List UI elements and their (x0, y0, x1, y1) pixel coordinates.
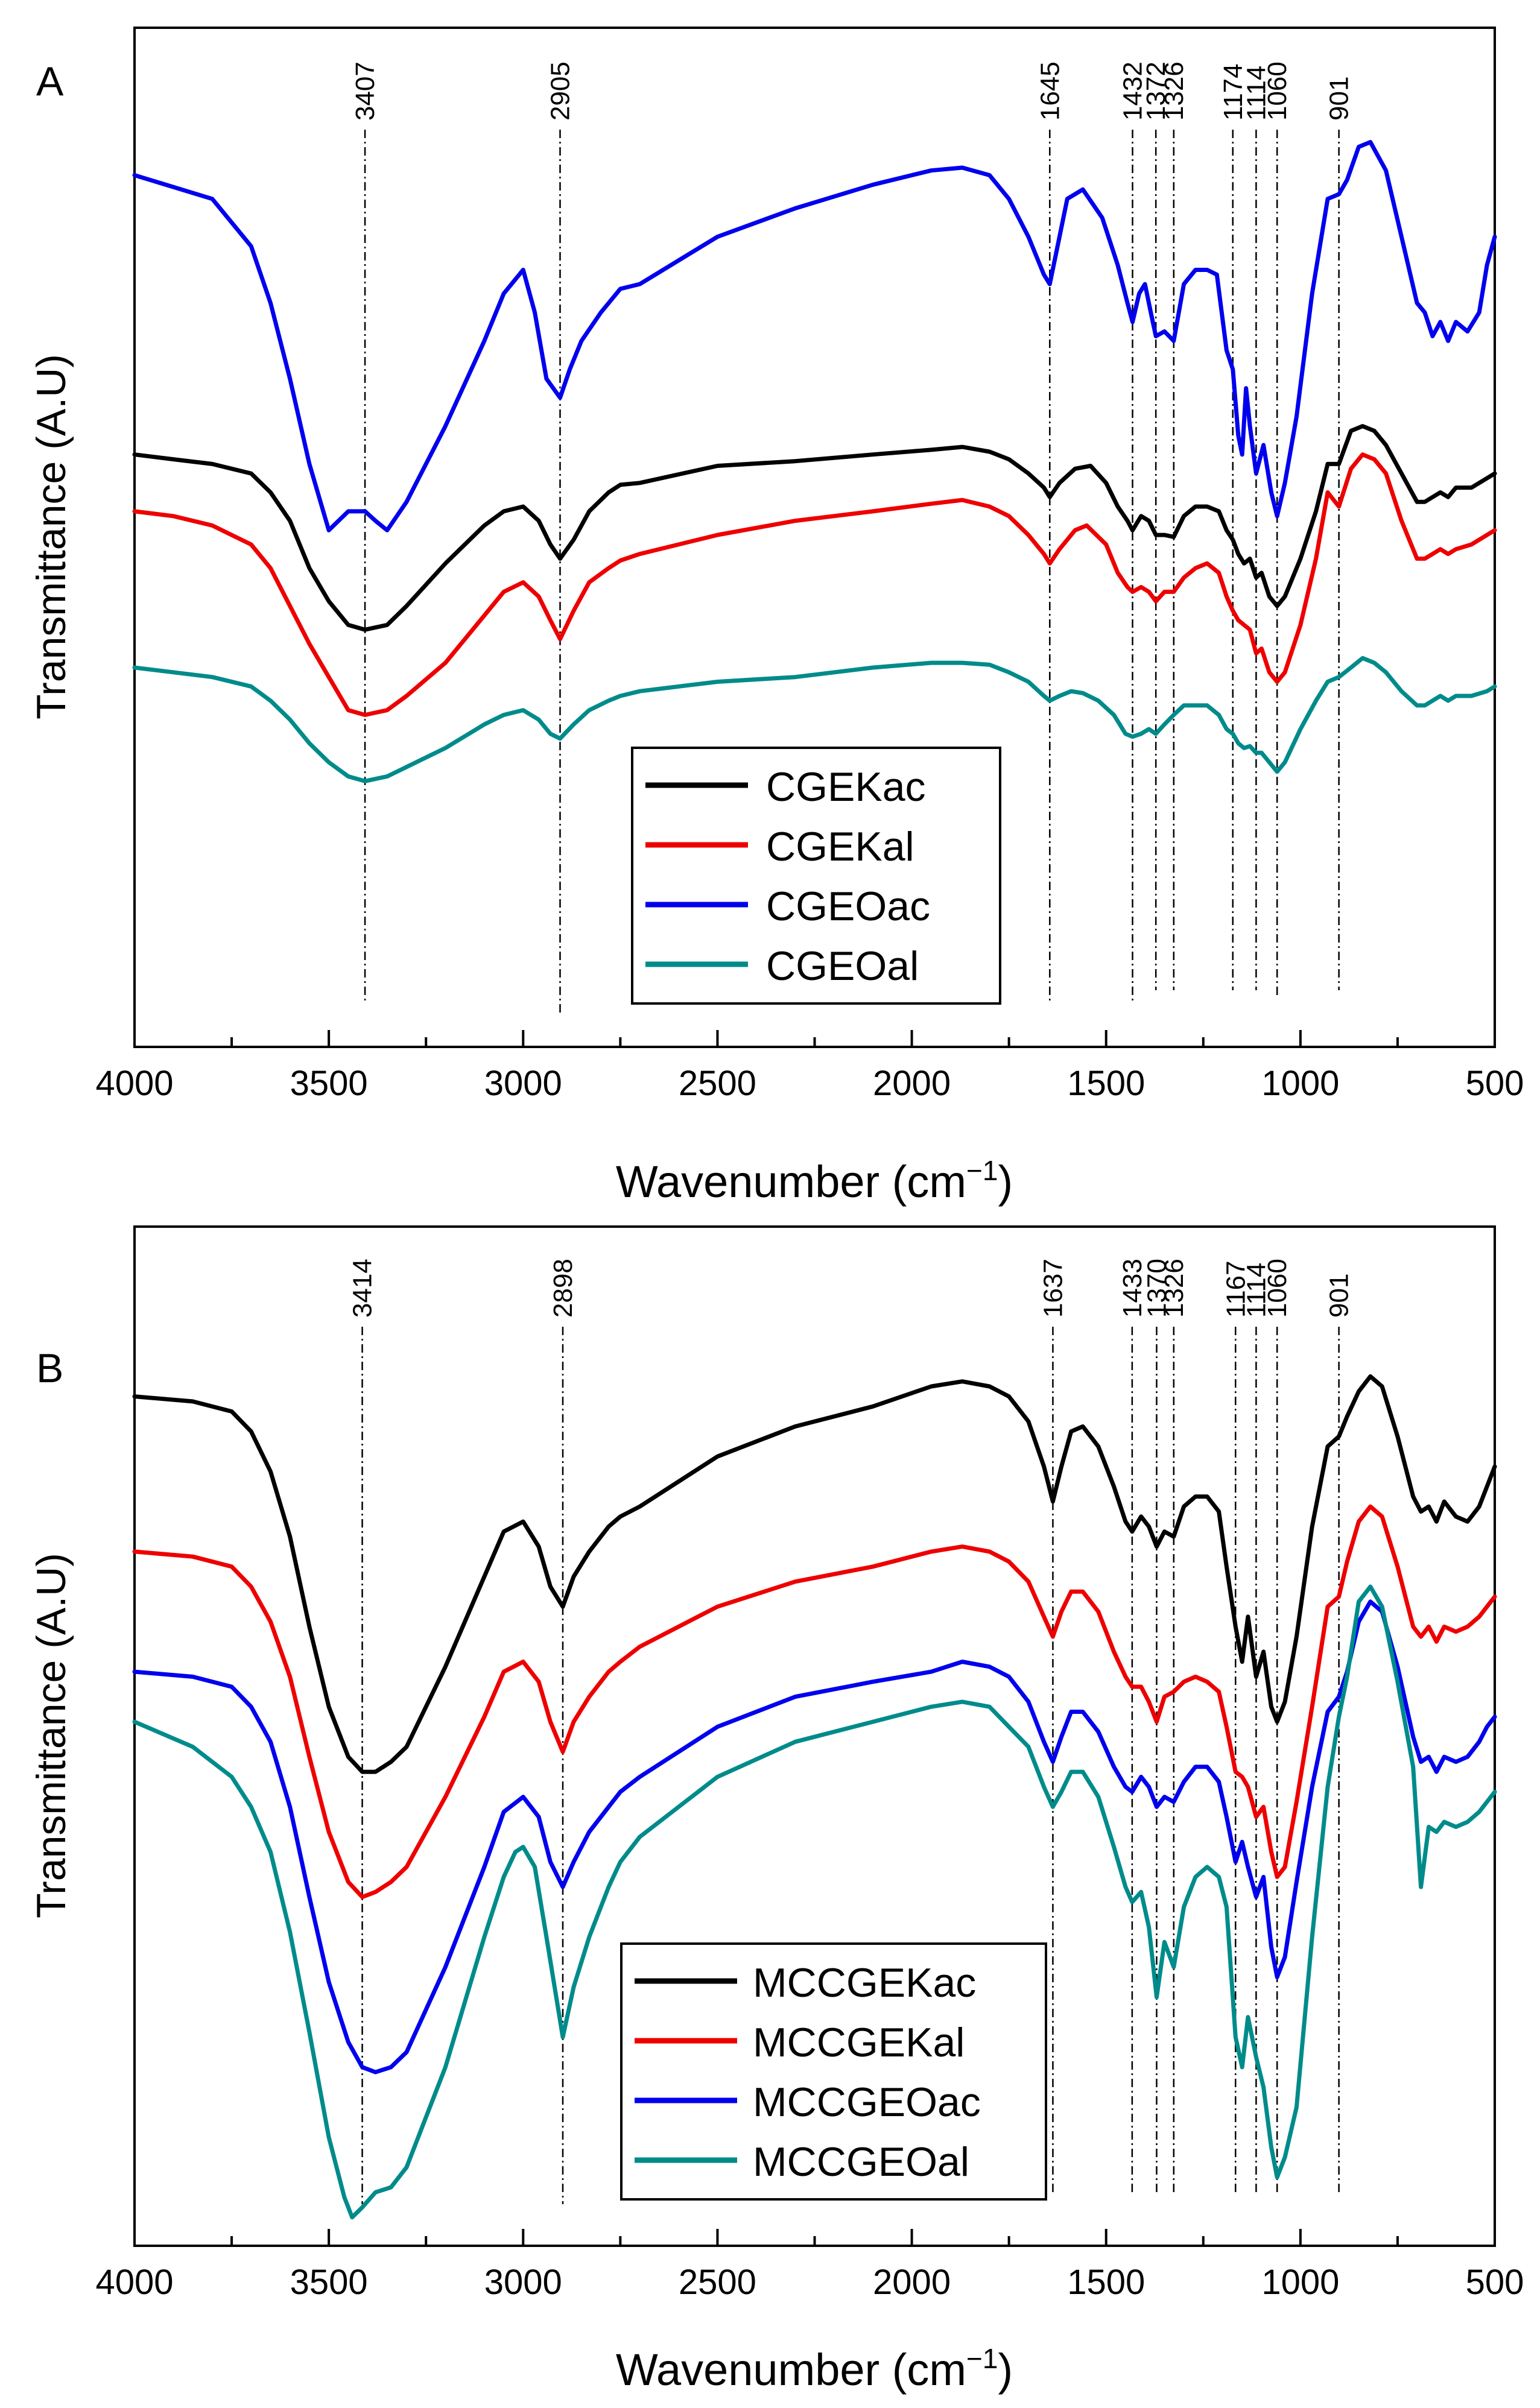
x-tick-label: 3500 (290, 2263, 368, 2302)
legend-item: CGEKac (645, 764, 926, 810)
legend-label: MCCGEOac (753, 2079, 981, 2125)
x-tick-label: 3500 (290, 1064, 368, 1103)
legend-label: CGEOac (766, 883, 930, 929)
series-line-MCCGEOac (132, 1599, 1497, 2075)
x-axis: 4000 3500 3000 2500 2000 1500 1000 500 (95, 1030, 1524, 1103)
peak-label: 1060 (1263, 62, 1292, 121)
legend-label: CGEKal (766, 824, 914, 870)
series-line-CGEKac (132, 424, 1497, 632)
x-tick-label: 500 (1466, 1064, 1524, 1103)
peak-label: 1372 (1141, 62, 1171, 121)
x-tick-label: 2500 (679, 2263, 756, 2302)
legend-item: MCCGEOal (635, 2139, 969, 2185)
legend-label: MCCGEKal (753, 2020, 965, 2065)
legend: MCCGEKac MCCGEKal MCCGEOac MCCGEOal (620, 1942, 1047, 2201)
peak-label: 1326 (1159, 62, 1189, 121)
y-axis-label: Transmittance (A.U) (28, 354, 74, 719)
peak-label: 1370 (1142, 1259, 1171, 1318)
legend-item: MCCGEKac (635, 1960, 976, 2006)
peak-label: 1174 (1218, 63, 1248, 121)
x-axis: 4000 3500 3000 2500 2000 1500 1000 500 (95, 2229, 1524, 2302)
legend-item: CGEOac (645, 883, 930, 929)
x-axis-label: Wavenumber (cm−1) (616, 1155, 1013, 1207)
x-tick-label: 3000 (484, 1064, 562, 1103)
series-line-MCCGEOal (132, 1584, 1497, 2220)
peak-label: 3414 (348, 1259, 378, 1318)
x-tick-label: 1500 (1067, 1064, 1145, 1103)
x-axis-label: Wavenumber (cm−1) (616, 2343, 1013, 2395)
legend-label: CGEKac (766, 764, 926, 810)
legend-item: MCCGEKal (635, 2020, 965, 2065)
series-line-CGEOal (132, 656, 1497, 783)
legend-item: MCCGEOac (635, 2079, 981, 2125)
legend-box (631, 747, 1001, 1005)
x-tick-label: 2500 (679, 1064, 756, 1103)
spectra (132, 140, 1497, 783)
x-tick-label: 1000 (1261, 1064, 1339, 1103)
x-tick-label: 3000 (484, 2263, 562, 2302)
peak-label: 1433 (1118, 1259, 1147, 1318)
legend: CGEKac CGEKal CGEOac CGEOal (631, 747, 1001, 1005)
legend-label: MCCGEKac (753, 1960, 976, 2006)
x-tick-label: 2000 (873, 1064, 951, 1103)
peak-label: 1167 (1221, 1260, 1250, 1318)
spectra (132, 1374, 1497, 2220)
legend-item: CGEOal (645, 943, 919, 989)
y-axis-label: Transmittance (A.U) (28, 1553, 74, 1918)
peak-label: 1637 (1038, 1259, 1068, 1318)
panel-label: B (36, 1345, 63, 1391)
peak-label: 1060 (1263, 1259, 1292, 1318)
x-tick-label: 1000 (1261, 2263, 1339, 2302)
series-line-CGEOac (132, 140, 1497, 532)
peak-label: 1326 (1159, 1259, 1189, 1318)
legend-label: MCCGEOal (753, 2139, 969, 2185)
peak-label: 1432 (1118, 62, 1148, 121)
peak-label: 3407 (350, 62, 380, 121)
peak-label: 2898 (548, 1259, 578, 1318)
panel-label: A (36, 58, 64, 104)
x-tick-label: 1500 (1067, 2263, 1145, 2302)
x-tick-label: 4000 (95, 2263, 173, 2302)
peak-label: 901 (1325, 1274, 1354, 1318)
legend-item: CGEKal (645, 824, 914, 870)
series-line-MCCGEKal (132, 1504, 1497, 1900)
legend-box (620, 1942, 1047, 2201)
x-tick-label: 500 (1466, 2263, 1524, 2302)
peak-label: 1114 (1241, 1263, 1271, 1318)
peak-label: 2905 (545, 62, 575, 121)
peak-label: 1645 (1035, 62, 1065, 121)
peak-label: 901 (1325, 77, 1354, 121)
peak-label: 1114 (1241, 66, 1271, 121)
legend-label: CGEOal (766, 943, 919, 989)
series-line-MCCGEKac (132, 1374, 1497, 1774)
x-tick-label: 2000 (873, 2263, 951, 2302)
x-tick-label: 4000 (95, 1064, 173, 1103)
series-line-CGEKal (132, 452, 1497, 717)
